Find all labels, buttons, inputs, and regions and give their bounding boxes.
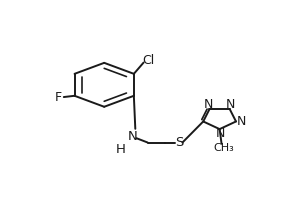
Text: CH₃: CH₃ [214, 143, 234, 153]
Text: F: F [55, 91, 62, 104]
Text: Cl: Cl [142, 54, 155, 67]
Text: N: N [237, 115, 247, 128]
Text: H: H [115, 143, 125, 156]
Text: S: S [175, 136, 183, 149]
Text: N: N [216, 127, 225, 140]
Text: N: N [128, 130, 138, 143]
Text: N: N [226, 98, 235, 111]
Text: N: N [204, 98, 213, 111]
